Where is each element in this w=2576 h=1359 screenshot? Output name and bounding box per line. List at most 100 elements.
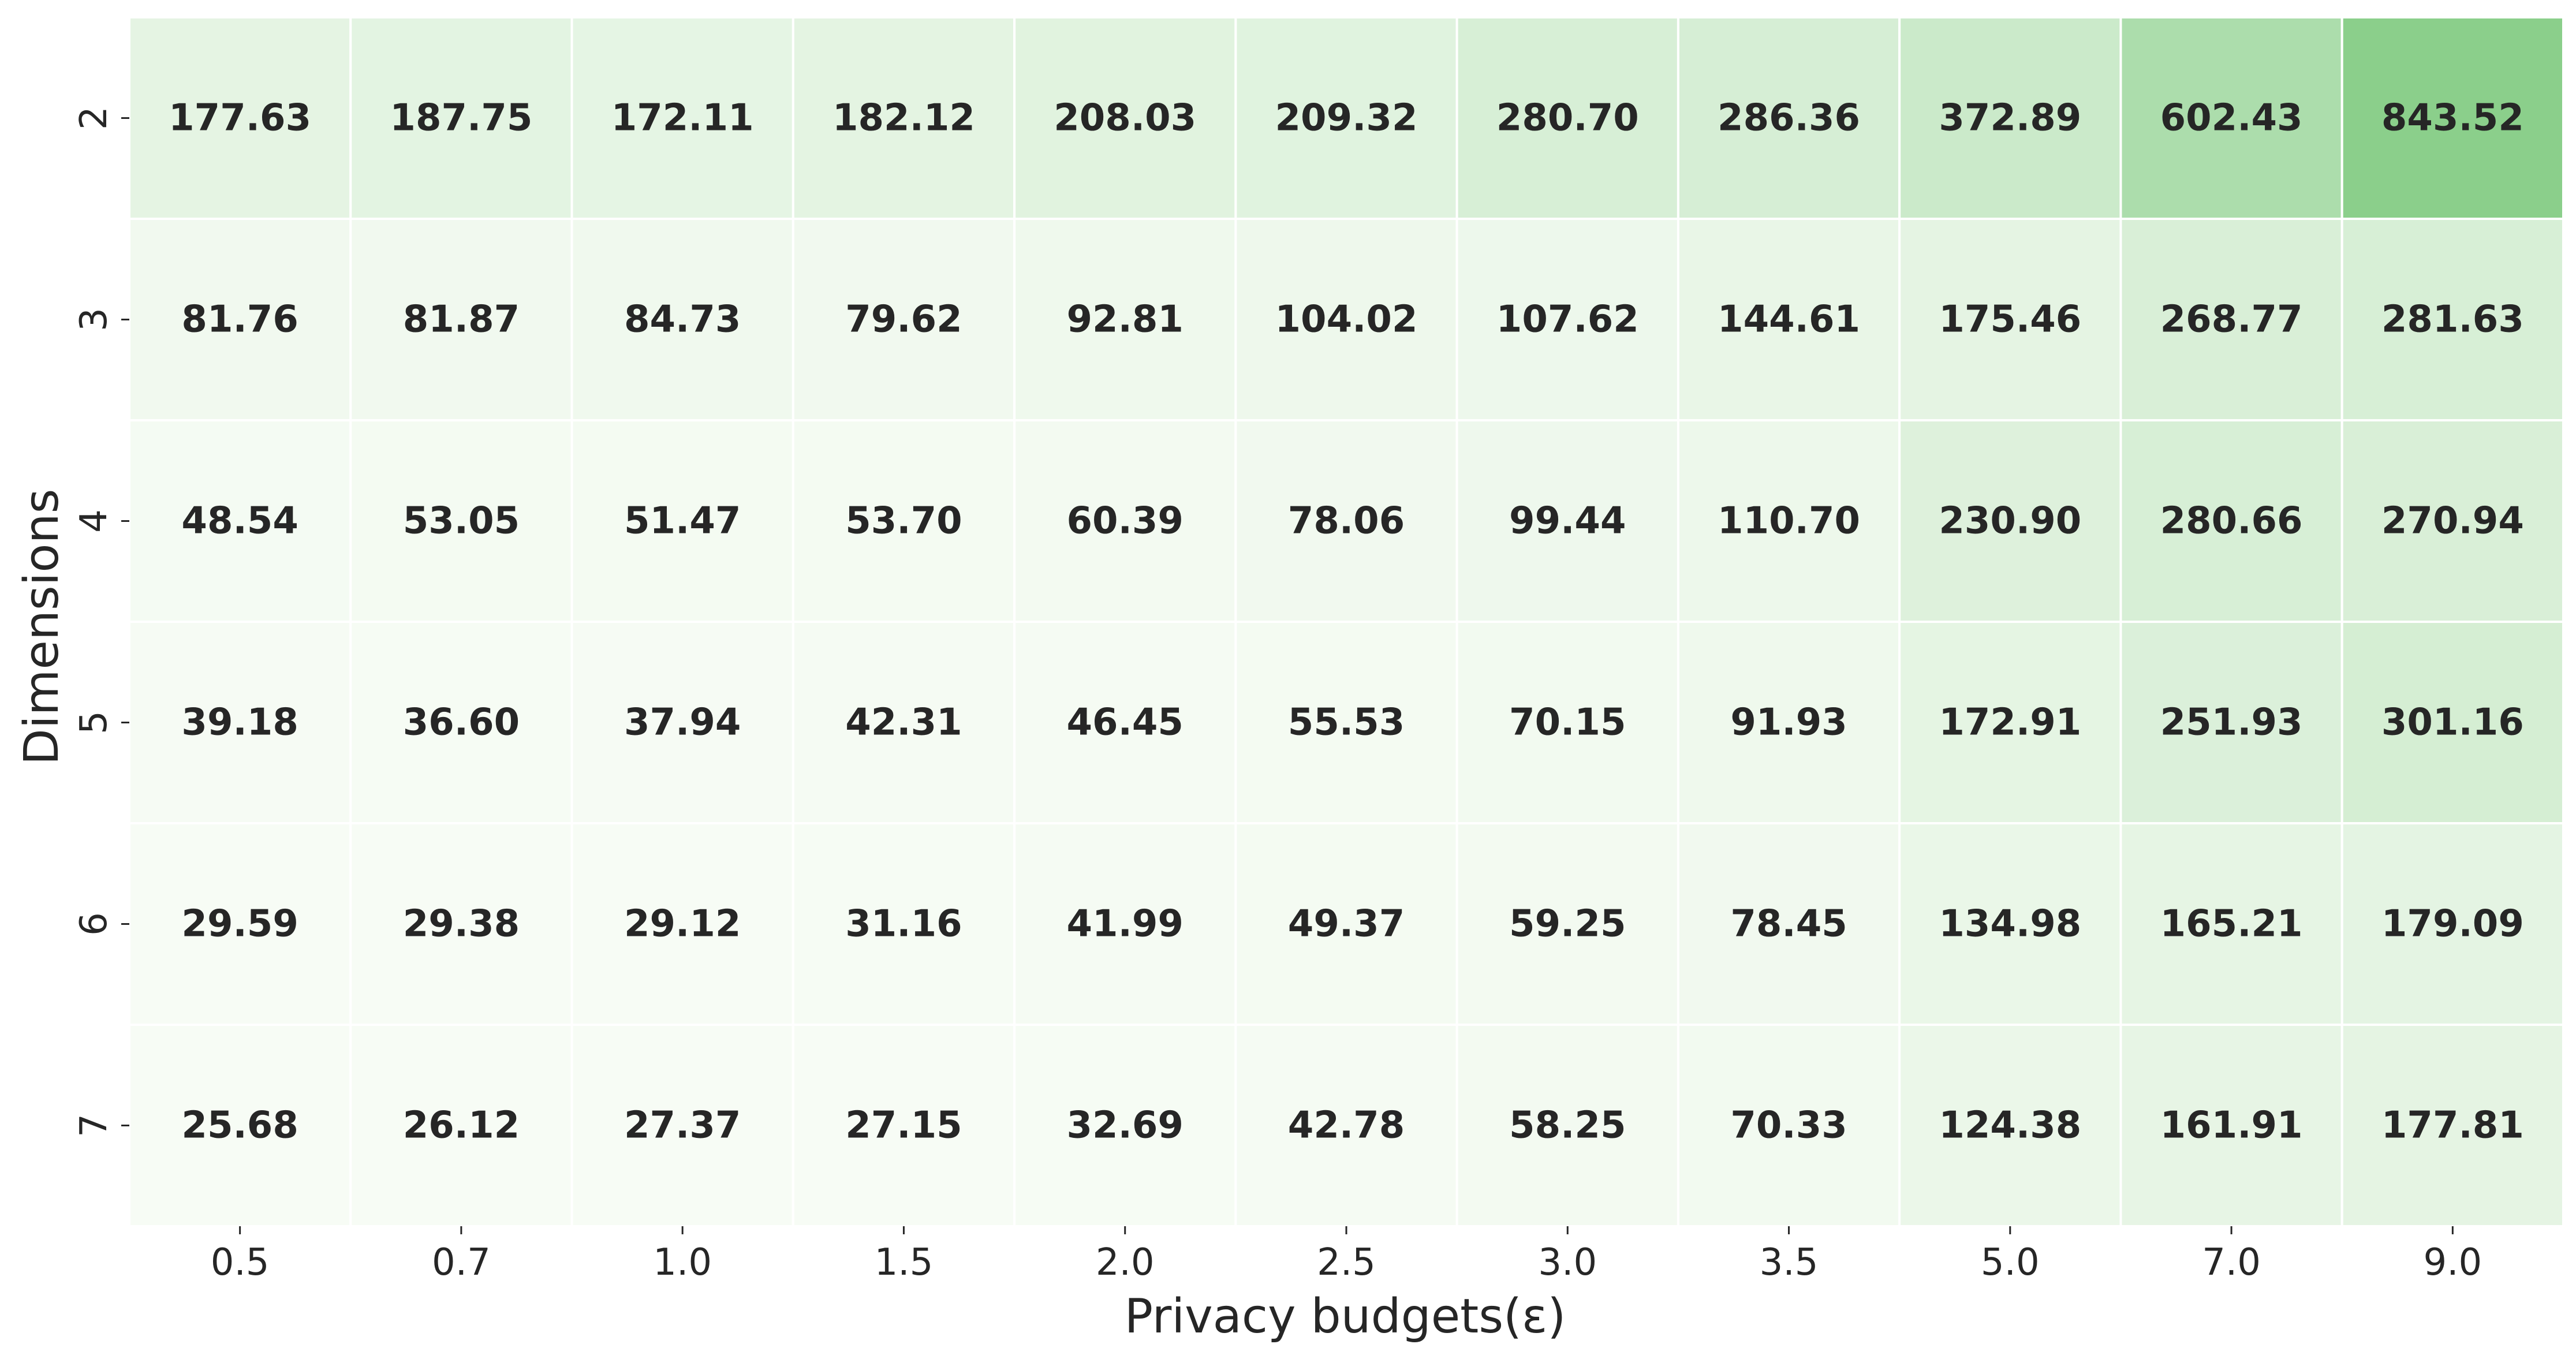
cell-value-label: 99.44 bbox=[1509, 500, 1626, 543]
cell-value-label: 36.60 bbox=[403, 701, 520, 744]
cell-value-label: 268.77 bbox=[2160, 298, 2303, 341]
x-tick-label: 5.0 bbox=[1981, 1241, 2040, 1284]
y-tick-label: 3 bbox=[73, 308, 115, 331]
cell-value-label: 78.45 bbox=[1730, 903, 1847, 946]
cell-value-label: 301.16 bbox=[2381, 701, 2524, 744]
y-tick-label: 5 bbox=[73, 711, 115, 734]
heatmap-cell bbox=[1013, 419, 1237, 623]
cell-value-label: 230.90 bbox=[1939, 500, 2081, 543]
cell-value-label: 104.02 bbox=[1275, 298, 1418, 341]
cell-value-label: 53.70 bbox=[845, 500, 962, 543]
cell-value-label: 42.31 bbox=[845, 701, 962, 744]
cell-value-label: 280.70 bbox=[1496, 97, 1639, 140]
cell-value-label: 372.89 bbox=[1939, 97, 2081, 140]
cell-value-label: 144.61 bbox=[1718, 298, 1860, 341]
cell-value-label: 182.12 bbox=[832, 97, 975, 140]
cell-value-label: 110.70 bbox=[1718, 500, 1860, 543]
cell-value-label: 55.53 bbox=[1288, 701, 1405, 744]
cell-value-label: 209.32 bbox=[1275, 97, 1418, 140]
heatmap-cell bbox=[128, 16, 352, 220]
cell-value-label: 251.93 bbox=[2160, 701, 2303, 744]
x-tick-label: 3.5 bbox=[1760, 1241, 1819, 1284]
cell-value-label: 51.47 bbox=[624, 500, 741, 543]
cell-value-label: 187.75 bbox=[390, 97, 532, 140]
heatmap-cell bbox=[570, 16, 794, 220]
cell-value-label: 31.16 bbox=[845, 903, 962, 946]
cell-value-label: 39.18 bbox=[181, 701, 298, 744]
cell-value-label: 134.98 bbox=[1939, 903, 2081, 946]
cell-value-label: 46.45 bbox=[1067, 701, 1184, 744]
y-tick-label: 7 bbox=[73, 1114, 115, 1137]
cell-value-label: 177.63 bbox=[169, 97, 311, 140]
heatmap-cell bbox=[1898, 1024, 2122, 1227]
heatmap-cell bbox=[1898, 621, 2122, 824]
x-tick-label: 9.0 bbox=[2423, 1241, 2482, 1284]
cell-value-label: 79.62 bbox=[845, 298, 962, 341]
heatmap-cell bbox=[1455, 419, 1679, 623]
cell-value-label: 172.11 bbox=[611, 97, 754, 140]
x-axis-label: Privacy budgets(ε) bbox=[1125, 1289, 1566, 1344]
heatmap-cell bbox=[2340, 621, 2565, 824]
heatmap-cell bbox=[1234, 16, 1458, 220]
heatmap-cell bbox=[792, 16, 1016, 220]
heatmap-cell bbox=[128, 218, 352, 421]
heatmap-cell bbox=[2119, 16, 2343, 220]
heatmap-cell bbox=[1234, 621, 1458, 824]
heatmap-cell bbox=[1234, 1024, 1458, 1227]
x-tick-label: 1.5 bbox=[875, 1241, 934, 1284]
heatmap-cell bbox=[1013, 218, 1237, 421]
cell-value-label: 42.78 bbox=[1288, 1104, 1405, 1147]
heatmap-cell bbox=[570, 621, 794, 824]
cell-value-label: 49.37 bbox=[1288, 903, 1405, 946]
heatmap-cell bbox=[1013, 822, 1237, 1026]
cell-value-label: 27.37 bbox=[624, 1104, 741, 1147]
cell-value-label: 286.36 bbox=[1718, 97, 1860, 140]
heatmap-cell bbox=[1898, 419, 2122, 623]
y-axis-ticks: 2 3 4 5 6 7 bbox=[73, 106, 129, 1137]
cell-value-label: 270.94 bbox=[2381, 500, 2524, 543]
heatmap-cell bbox=[349, 822, 573, 1026]
x-tick-label: 0.7 bbox=[432, 1241, 491, 1284]
heatmap-cell bbox=[1898, 822, 2122, 1026]
cell-value-label: 843.52 bbox=[2381, 97, 2524, 140]
cell-value-label: 177.81 bbox=[2381, 1104, 2524, 1147]
y-tick-label: 6 bbox=[73, 912, 115, 936]
cell-value-label: 27.15 bbox=[845, 1104, 962, 1147]
x-tick-label: 1.0 bbox=[653, 1241, 712, 1284]
cell-value-label: 165.21 bbox=[2160, 903, 2303, 946]
y-tick-label: 4 bbox=[73, 509, 115, 533]
heatmap-cell bbox=[349, 1024, 573, 1227]
heatmap-cell bbox=[792, 1024, 1016, 1227]
cell-value-label: 29.59 bbox=[181, 903, 298, 946]
cell-value-label: 602.43 bbox=[2160, 97, 2303, 140]
cell-value-label: 59.25 bbox=[1509, 903, 1626, 946]
cell-value-label: 32.69 bbox=[1067, 1104, 1184, 1147]
cell-value-label: 29.12 bbox=[624, 903, 741, 946]
heatmap-cell bbox=[1013, 621, 1237, 824]
cell-value-label: 124.38 bbox=[1939, 1104, 2081, 1147]
heatmap-cell bbox=[2340, 16, 2565, 220]
x-tick-label: 7.0 bbox=[2202, 1241, 2261, 1284]
cell-value-label: 78.06 bbox=[1288, 500, 1405, 543]
heatmap-cell bbox=[1677, 218, 1901, 421]
cell-value-label: 280.66 bbox=[2160, 500, 2303, 543]
heatmap-cell bbox=[1234, 218, 1458, 421]
heatmap-cell bbox=[570, 218, 794, 421]
heatmap-cell bbox=[128, 1024, 352, 1227]
heatmap-cell bbox=[1455, 218, 1679, 421]
heatmap-cell bbox=[792, 218, 1016, 421]
x-tick-label: 2.5 bbox=[1317, 1241, 1376, 1284]
cell-value-label: 41.99 bbox=[1067, 903, 1184, 946]
heatmap-cell bbox=[349, 16, 573, 220]
heatmap-cell bbox=[128, 419, 352, 623]
x-axis-ticks: 0.5 0.7 1.0 1.5 2.0 2.5 3.0 3.5 5.0 7.0 9.0 bbox=[211, 1226, 2482, 1284]
cell-value-label: 26.12 bbox=[403, 1104, 520, 1147]
cell-value-label: 48.54 bbox=[181, 500, 298, 543]
heatmap-cells: 177.63 187.75 172.11 182.12 208.03 209.32 280.… bbox=[128, 16, 2565, 1227]
cell-value-label: 81.87 bbox=[403, 298, 520, 341]
x-tick-label: 0.5 bbox=[211, 1241, 270, 1284]
cell-value-label: 25.68 bbox=[181, 1104, 298, 1147]
heatmap-cell bbox=[2119, 621, 2343, 824]
cell-value-label: 53.05 bbox=[403, 500, 520, 543]
